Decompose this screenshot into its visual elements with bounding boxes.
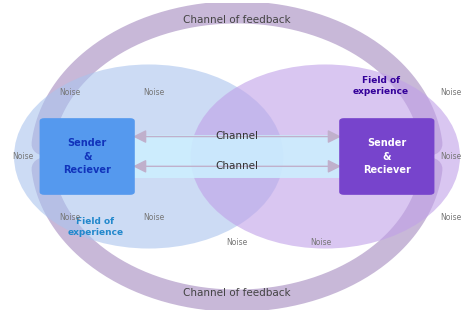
Text: Noise: Noise <box>59 88 81 97</box>
Text: Noise: Noise <box>227 238 247 247</box>
Text: Noise: Noise <box>310 238 331 247</box>
Text: Noise: Noise <box>59 213 81 222</box>
Text: Channel: Channel <box>216 161 258 171</box>
FancyBboxPatch shape <box>40 118 135 195</box>
Ellipse shape <box>191 64 460 249</box>
Text: Field of
experience: Field of experience <box>353 76 409 96</box>
Text: Channel of feedback: Channel of feedback <box>183 15 291 25</box>
Text: Noise: Noise <box>440 213 461 222</box>
Text: Noise: Noise <box>143 213 164 222</box>
Text: Channel: Channel <box>216 131 258 141</box>
Ellipse shape <box>14 64 283 249</box>
FancyBboxPatch shape <box>128 135 346 178</box>
Text: Field of
experience: Field of experience <box>67 217 123 237</box>
Text: Noise: Noise <box>143 88 164 97</box>
Text: Sender
&
Reciever: Sender & Reciever <box>63 138 111 175</box>
Text: Channel of feedback: Channel of feedback <box>183 288 291 298</box>
Text: Noise: Noise <box>13 152 34 161</box>
Text: Noise: Noise <box>440 152 461 161</box>
Text: Noise: Noise <box>440 88 461 97</box>
FancyBboxPatch shape <box>339 118 434 195</box>
Text: Sender
&
Reciever: Sender & Reciever <box>363 138 411 175</box>
